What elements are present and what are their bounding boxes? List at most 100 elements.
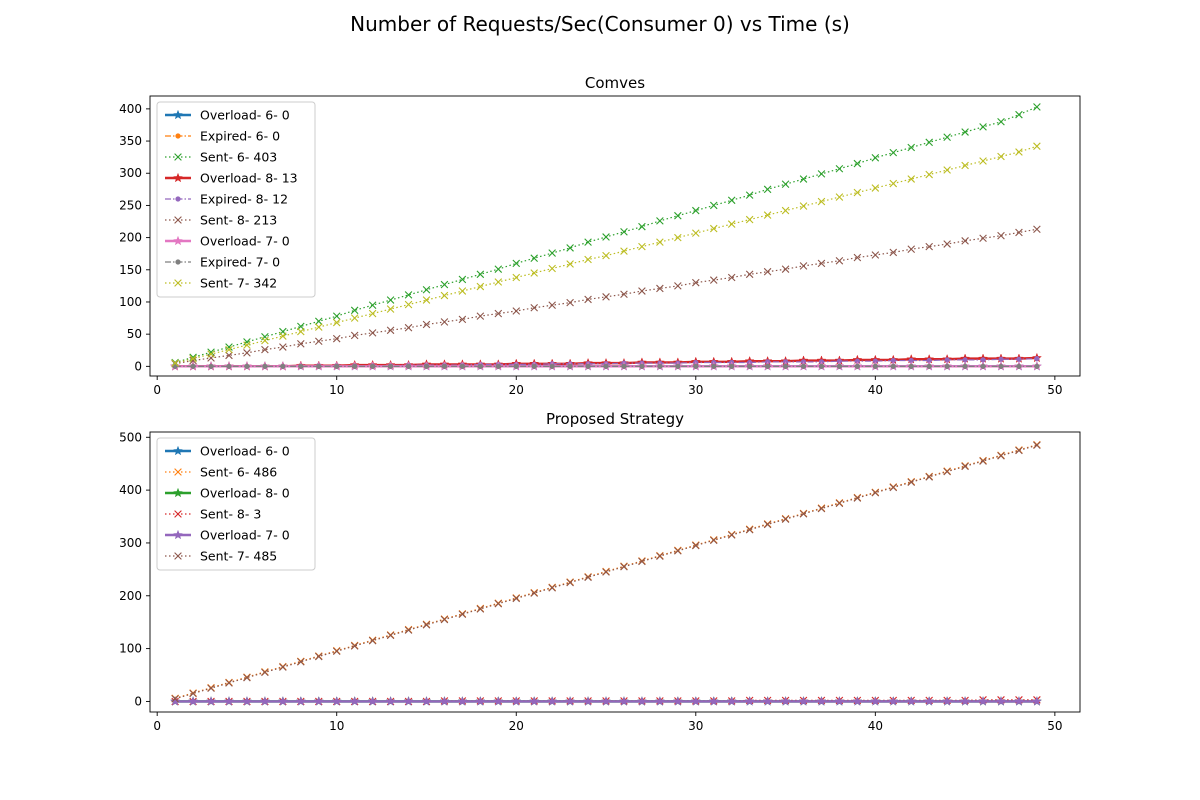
- data-point: [422, 320, 431, 329]
- data-point: [332, 647, 341, 656]
- axes-frame: [149, 431, 1081, 713]
- data-point: [926, 363, 932, 369]
- data-point: [189, 689, 197, 698]
- data-point: [548, 584, 556, 592]
- data-point: [584, 255, 592, 264]
- legend-item: Overload- 6- 0: [165, 108, 290, 123]
- data-point: [279, 663, 287, 671]
- data-point: [692, 229, 700, 237]
- data-point: [422, 621, 431, 629]
- data-point: [602, 233, 610, 241]
- data-point: [226, 363, 232, 369]
- legend-label: Overload- 8- 13: [200, 171, 298, 186]
- data-point: [511, 696, 522, 706]
- data-point: [600, 696, 612, 706]
- data-point: [692, 278, 700, 287]
- data-point: [675, 363, 681, 369]
- data-point: [352, 363, 358, 369]
- data-point: [241, 696, 252, 706]
- data-point: [583, 696, 594, 706]
- data-point: [476, 312, 485, 320]
- legend-item: Sent- 6- 403: [165, 150, 277, 165]
- data-point: [727, 196, 736, 205]
- data-point: [332, 334, 341, 343]
- data-point: [566, 298, 574, 307]
- data-point: [512, 259, 521, 268]
- legend-label: Sent- 6- 403: [200, 150, 277, 165]
- legend-marker: [172, 487, 184, 498]
- data-point: [890, 363, 896, 369]
- data-point: [979, 157, 987, 165]
- data-point: [709, 201, 718, 210]
- data-point: [261, 332, 269, 341]
- data-point: [853, 494, 862, 502]
- legend-item: Sent- 7- 485: [165, 549, 277, 564]
- data-point: [799, 510, 808, 518]
- data-point: [280, 363, 286, 369]
- data-point: [889, 179, 898, 188]
- legend-label: Expired- 7- 0: [200, 255, 280, 270]
- data-point: [925, 242, 933, 251]
- data-point: [404, 323, 413, 332]
- data-point: [243, 341, 251, 349]
- data-point: [1033, 103, 1041, 111]
- data-point: [924, 696, 935, 706]
- data-point: [297, 327, 305, 336]
- data-point: [889, 483, 898, 492]
- data-point: [477, 363, 483, 369]
- legend-item: Overload- 7- 0: [165, 528, 290, 543]
- series-5: [170, 696, 1042, 706]
- data-point: [711, 363, 717, 369]
- data-point: [458, 610, 467, 619]
- data-point: [530, 303, 538, 312]
- data-point: [835, 193, 844, 201]
- legend-label: Sent- 8- 3: [200, 507, 261, 522]
- legend-marker: [174, 279, 182, 287]
- x-tick-label: 20: [509, 719, 524, 733]
- data-point: [314, 337, 323, 346]
- data-point: [960, 696, 971, 706]
- data-point: [817, 259, 826, 268]
- data-point: [530, 269, 538, 277]
- data-point: [513, 363, 519, 369]
- figure-title: Number of Requests/Sec(Consumer 0) vs Ti…: [350, 12, 850, 36]
- data-point: [512, 307, 521, 315]
- data-point: [350, 331, 359, 340]
- legend-marker: [174, 468, 182, 476]
- data-point: [657, 363, 663, 369]
- data-point: [799, 202, 808, 210]
- legend-label: Overload- 6- 0: [200, 108, 290, 123]
- data-point: [835, 256, 844, 265]
- data-point: [745, 525, 754, 534]
- data-point: [763, 211, 772, 219]
- data-point: [961, 161, 969, 170]
- data-point: [223, 696, 235, 706]
- legend-marker: [174, 552, 182, 560]
- data-point: [692, 541, 700, 550]
- y-tick-label: 150: [119, 263, 142, 277]
- subplot-title: Comves: [585, 74, 645, 92]
- data-point: [529, 696, 540, 706]
- data-point: [692, 206, 700, 215]
- data-point: [961, 128, 969, 136]
- data-point: [638, 557, 646, 566]
- data-point: [942, 696, 953, 706]
- legend-label: Sent- 7- 342: [200, 276, 277, 291]
- y-tick-label: 100: [119, 642, 142, 656]
- x-tick-label: 0: [153, 719, 161, 733]
- data-point: [332, 318, 341, 327]
- data-point: [906, 696, 917, 706]
- data-point: [207, 684, 215, 693]
- data-point: [907, 245, 916, 253]
- data-point: [708, 696, 719, 706]
- data-point: [1015, 148, 1023, 156]
- data-point: [547, 696, 558, 706]
- data-point: [709, 536, 718, 545]
- data-point: [908, 363, 914, 369]
- data-point: [190, 363, 196, 369]
- data-point: [979, 234, 987, 243]
- data-point: [943, 166, 951, 174]
- data-point: [799, 262, 808, 270]
- data-point: [422, 285, 431, 294]
- data-point: [207, 348, 215, 356]
